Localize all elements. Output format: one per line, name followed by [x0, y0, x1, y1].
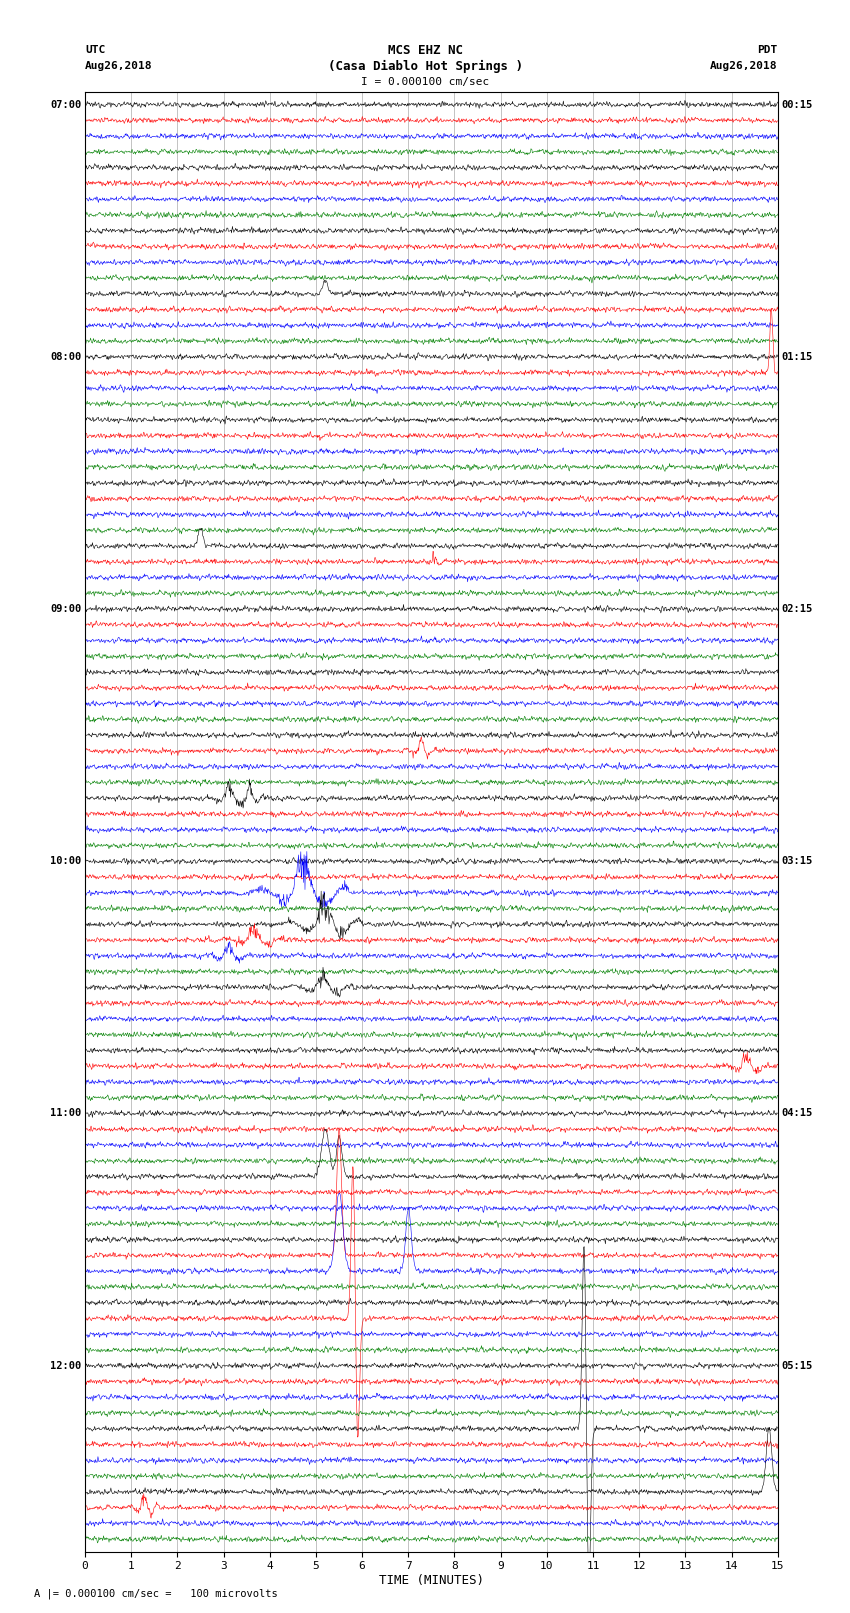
X-axis label: TIME (MINUTES): TIME (MINUTES) [379, 1574, 484, 1587]
Text: 01:15: 01:15 [781, 352, 813, 361]
Text: 00:15: 00:15 [781, 100, 813, 110]
Text: 05:15: 05:15 [781, 1361, 813, 1371]
Text: Aug26,2018: Aug26,2018 [85, 61, 152, 71]
Text: UTC: UTC [85, 45, 105, 55]
Text: MCS EHZ NC: MCS EHZ NC [388, 44, 462, 56]
Text: (Casa Diablo Hot Springs ): (Casa Diablo Hot Springs ) [327, 60, 523, 73]
Text: 10:00: 10:00 [50, 857, 82, 866]
Text: 12:00: 12:00 [50, 1361, 82, 1371]
Text: 03:15: 03:15 [781, 857, 813, 866]
Text: 07:00: 07:00 [50, 100, 82, 110]
Text: I = 0.000100 cm/sec: I = 0.000100 cm/sec [361, 77, 489, 87]
Text: A |= 0.000100 cm/sec =   100 microvolts: A |= 0.000100 cm/sec = 100 microvolts [34, 1589, 278, 1598]
Text: Aug26,2018: Aug26,2018 [711, 61, 778, 71]
Text: 09:00: 09:00 [50, 603, 82, 615]
Text: 04:15: 04:15 [781, 1108, 813, 1118]
Text: PDT: PDT [757, 45, 778, 55]
Text: 02:15: 02:15 [781, 603, 813, 615]
Text: 08:00: 08:00 [50, 352, 82, 361]
Text: 11:00: 11:00 [50, 1108, 82, 1118]
